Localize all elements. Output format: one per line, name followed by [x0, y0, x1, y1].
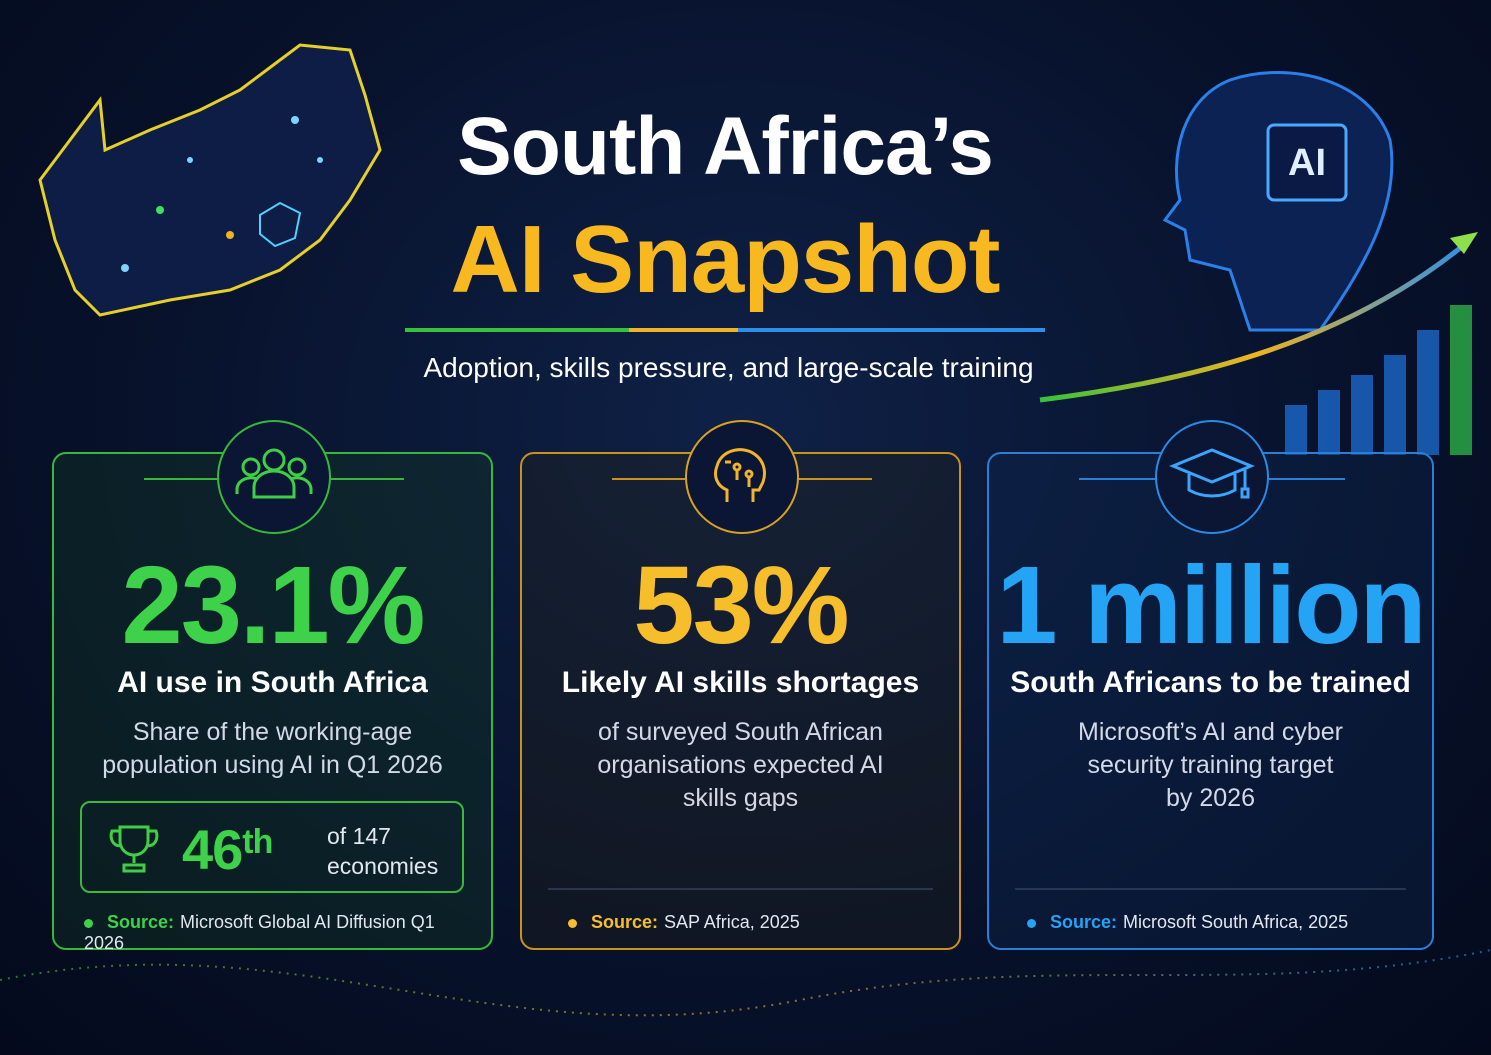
- line: population using AI in Q1 2026: [102, 751, 443, 779]
- stat: 53%: [633, 544, 849, 667]
- ai-chip-label: AI: [1288, 142, 1326, 184]
- line: Share of the working-age: [132, 718, 413, 746]
- card: 53% Likely AI skills shortages of survey…: [520, 420, 961, 950]
- rank-number: 46: [182, 818, 243, 881]
- separator: [1015, 888, 1406, 890]
- ai-chip: [1266, 123, 1348, 202]
- graduation-icon: [1169, 448, 1255, 499]
- bars: [1285, 305, 1472, 455]
- divider: [324, 478, 404, 480]
- title-rule: [405, 328, 1045, 332]
- card: 23.1% AI use in South Africa Share of th…: [52, 420, 493, 953]
- card: 1 million South Africans to be trained M…: [987, 420, 1434, 950]
- source: Source: Microsoft Global AI Diffusion Q1 …: [84, 912, 471, 954]
- line: of surveyed South African: [598, 718, 883, 746]
- divider: [1265, 478, 1345, 480]
- title-accent: AI Snapshot: [450, 206, 1000, 313]
- source-label: Source:: [107, 912, 175, 932]
- heading: AI use in South Africa: [117, 666, 428, 699]
- map-region: [259, 201, 302, 248]
- stat: 23.1%: [121, 544, 426, 667]
- divider: [612, 478, 692, 480]
- rank-unit: economies: [327, 853, 439, 879]
- source-text: Microsoft South Africa, 2025: [1123, 912, 1349, 932]
- line: by 2026: [1166, 784, 1255, 812]
- separator: [548, 888, 933, 890]
- divider: [1079, 478, 1159, 480]
- brain-icon: [713, 448, 766, 502]
- map: [38, 43, 382, 317]
- divider: [144, 478, 224, 480]
- source-label: Source:: [1050, 912, 1118, 932]
- source-text: SAP Africa, 2025: [664, 912, 800, 932]
- line: skills gaps: [682, 784, 799, 812]
- trophy-icon: [109, 825, 159, 873]
- description: of surveyed South African organisations e…: [522, 716, 959, 815]
- heading: Likely AI skills shortages: [561, 666, 920, 699]
- arrow-head: [1450, 232, 1478, 254]
- line: organisations expected AI: [597, 751, 884, 779]
- source-text: Microsoft Global AI Diffusion Q1 2026: [84, 912, 435, 953]
- line: Microsoft’s AI and cyber: [1078, 718, 1343, 746]
- wave: [0, 949, 1491, 1017]
- line: security training target: [1087, 751, 1334, 779]
- source: Source: SAP Africa, 2025: [568, 912, 939, 933]
- description: Microsoft’s AI and cyber security trainin…: [989, 716, 1432, 815]
- subtitle: Adoption, skills pressure, and large-sca…: [423, 352, 1034, 383]
- divider: [792, 478, 872, 480]
- title: South Africa’s: [457, 101, 994, 192]
- rank-suffix: th: [242, 823, 273, 861]
- people-icon: [235, 448, 313, 499]
- rank-box: 46th of 147 economies: [80, 801, 464, 893]
- trend-arrow: [1039, 238, 1472, 403]
- heading: South Africans to be trained: [1010, 666, 1411, 699]
- icon: [1155, 420, 1269, 534]
- rank-of: of 147: [327, 823, 391, 849]
- description: Share of the working-age population using…: [54, 716, 491, 782]
- icon: [217, 420, 331, 534]
- stat: 1 million: [996, 544, 1426, 667]
- icon: [685, 420, 799, 534]
- source: Source: Microsoft South Africa, 2025: [1027, 912, 1412, 933]
- map-nodes: [121, 116, 323, 272]
- source-label: Source:: [591, 912, 659, 932]
